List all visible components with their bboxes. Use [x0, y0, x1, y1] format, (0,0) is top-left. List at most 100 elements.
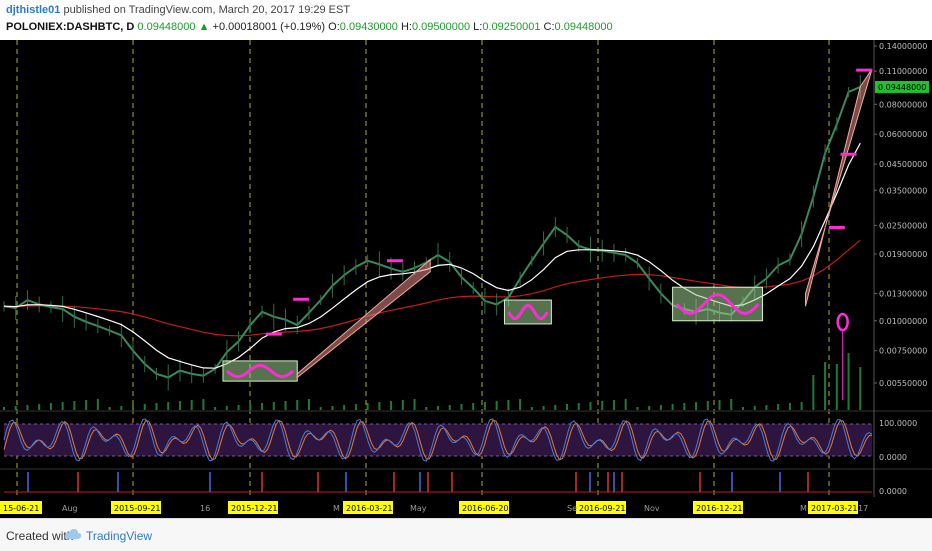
chart-header: djthistle01 published on TradingView.com… — [0, 0, 932, 40]
stochastic-d-line — [3, 419, 873, 461]
volume-bar — [765, 405, 768, 410]
volume-bar — [624, 399, 627, 410]
publish-text: published on TradingView.com, March 20, … — [63, 4, 351, 16]
footer-bar: Created with TradingView — [0, 518, 932, 551]
volume-bar — [249, 404, 252, 410]
price-tick-label: 0.02500000 — [879, 221, 927, 230]
date-highlight — [459, 501, 509, 514]
volume-bar — [61, 402, 64, 410]
date-label: 2016-03-21 — [346, 504, 393, 513]
chart-canvas[interactable]: 0.14000000 0.11000000 0.08000000 0.06000000… — [0, 40, 932, 518]
high-value: 0.09500000 — [411, 21, 471, 33]
volume-bar — [366, 403, 369, 410]
volume-bar — [683, 403, 686, 410]
wave-annotation — [226, 363, 295, 379]
volume-bar — [354, 404, 357, 410]
volume-bar — [859, 367, 862, 410]
volume-bar — [167, 402, 170, 410]
volume-bar — [706, 401, 709, 410]
price-pane — [0, 40, 932, 496]
volume-bar — [601, 401, 604, 410]
price-tick-label: 0.11000000 — [879, 67, 927, 76]
volume-bar — [155, 403, 158, 410]
volume-bar — [718, 400, 721, 410]
stochastic-tick-label: 100.0000 — [879, 419, 917, 428]
created-with-text: Created with — [6, 529, 74, 543]
date-highlight — [111, 501, 161, 514]
time-tick-label: 16 — [200, 504, 210, 513]
time-tick-label: Aug — [62, 504, 78, 513]
volume-bar — [612, 400, 615, 410]
volume-bar — [788, 403, 791, 410]
open-label: O: — [328, 21, 340, 33]
volume-bar — [261, 403, 264, 410]
volume-bar — [296, 400, 299, 410]
tradingview-link[interactable]: TradingView — [86, 529, 153, 543]
stochastic-pane — [3, 418, 873, 462]
volume-bar — [753, 406, 756, 410]
close-value: 0.09448000 — [554, 21, 613, 33]
volume-bar — [425, 407, 428, 410]
date-label: 2015-09-21 — [114, 504, 161, 513]
tradingview-cloud-icon[interactable] — [64, 527, 82, 541]
date-label: 2016-09-21 — [579, 504, 626, 513]
volume-bar — [73, 401, 76, 410]
last-price-tag-label: 0.09448000 — [878, 83, 926, 92]
date-label: 2015-12-21 — [231, 504, 278, 513]
date-label: 2016-12-21 — [696, 504, 743, 513]
time-tick-label: 17 — [858, 504, 868, 513]
volume-bar — [554, 405, 557, 410]
volume-bar — [202, 399, 205, 410]
high-label: H: — [400, 21, 412, 33]
volume-bar — [26, 405, 29, 410]
volume-bar — [847, 353, 850, 410]
volume-bar — [390, 401, 393, 410]
volume-bar — [319, 407, 322, 410]
volume-bar — [741, 407, 744, 410]
date-highlight — [228, 501, 278, 514]
volume-bar — [577, 403, 580, 410]
price-tick-label: 0.01300000 — [879, 289, 927, 298]
date-highlight — [576, 501, 626, 514]
volume-bar — [143, 404, 146, 410]
publish-line: djthistle01 published on TradingView.com… — [6, 4, 350, 16]
volume-bar — [14, 406, 17, 410]
signal-tick-label: 0.0000 — [879, 487, 907, 496]
volume-bar — [49, 403, 52, 410]
wave-annotation — [675, 293, 760, 315]
rising-wedge — [296, 258, 431, 379]
date-label: 2016-06-20 — [462, 504, 509, 513]
open-value: 0.09430000 — [339, 21, 398, 33]
volume-bar — [437, 406, 439, 410]
volume-bar — [824, 362, 827, 410]
volume-bar — [85, 400, 88, 410]
stochastic-k-line — [3, 418, 873, 462]
symbol-line: POLONIEX:DASHBTC, D 0.09448000 ▲ +0.0001… — [6, 21, 613, 33]
volume-bar — [519, 399, 522, 410]
date-highlight — [808, 501, 858, 514]
volume-bar — [636, 407, 639, 410]
volume-bar — [96, 399, 99, 410]
author-link[interactable]: djthistle01 — [6, 4, 61, 16]
date-label: 2017-03-21 — [811, 504, 858, 513]
volume-bar — [835, 364, 838, 410]
volume-bar — [331, 406, 334, 410]
volume-bar — [460, 404, 463, 410]
volume-bar — [272, 402, 275, 410]
price-tick-label: 0.01900000 — [879, 250, 927, 259]
date-highlight — [693, 501, 743, 514]
volume-bar — [812, 375, 815, 410]
volume-bar — [178, 401, 181, 410]
consolidation-box — [672, 286, 764, 322]
volume-bar — [507, 400, 510, 410]
close-label: C: — [543, 21, 555, 33]
volume-bars — [3, 353, 862, 410]
volume-bar — [132, 405, 135, 410]
volume-bar — [695, 402, 698, 410]
price-tick-label: 0.04500000 — [879, 160, 927, 169]
volume-bar — [401, 400, 404, 410]
slow-ema-line — [3, 239, 861, 337]
volume-bar — [307, 399, 310, 410]
volume-bar — [38, 404, 41, 410]
volume-bar — [542, 406, 545, 410]
